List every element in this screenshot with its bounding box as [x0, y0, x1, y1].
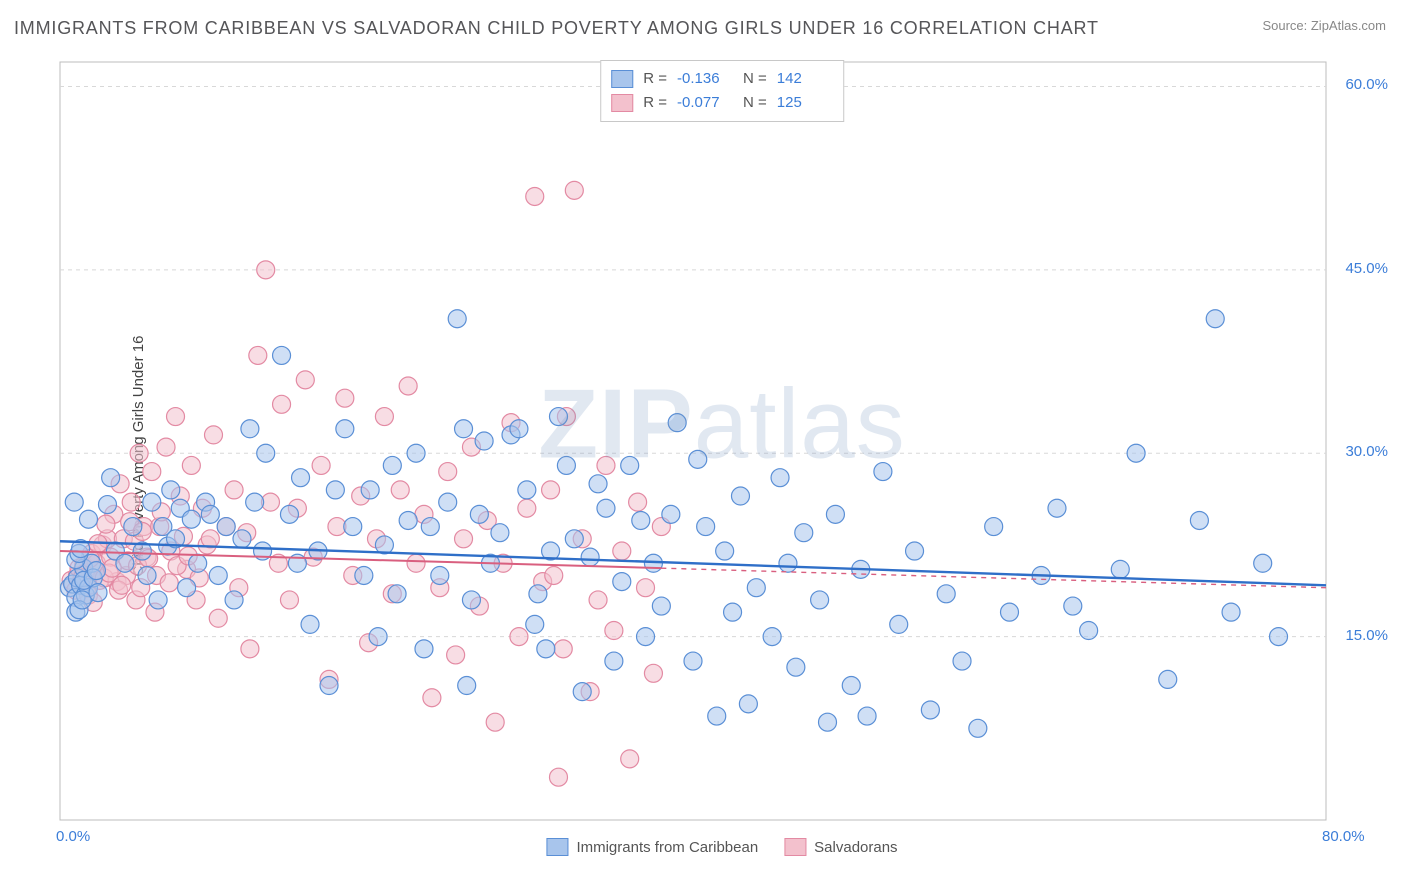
legend-swatch: [546, 838, 568, 856]
series-legend-item: Immigrants from Caribbean: [546, 838, 758, 856]
scatter-chart: [58, 56, 1386, 856]
source-link[interactable]: ZipAtlas.com: [1311, 18, 1386, 33]
legend-swatch: [611, 70, 633, 88]
series-legend-label: Immigrants from Caribbean: [576, 839, 758, 856]
corr-legend-row: R = -0.136 N = 142: [611, 67, 833, 91]
source-label: Source: ZipAtlas.com: [1262, 18, 1386, 33]
x-tick-label: 80.0%: [1322, 828, 1365, 845]
y-tick-label: 15.0%: [1345, 627, 1388, 644]
corr-r-label: R =: [643, 91, 667, 115]
y-tick-label: 30.0%: [1345, 443, 1388, 460]
y-tick-label: 45.0%: [1345, 260, 1388, 277]
chart-area: Child Poverty Among Girls Under 16 ZIPat…: [52, 56, 1392, 856]
series-legend: Immigrants from Caribbean Salvadorans: [546, 838, 897, 856]
series-legend-item: Salvadorans: [784, 838, 897, 856]
source-prefix: Source:: [1262, 18, 1310, 33]
x-tick-label: 0.0%: [56, 828, 90, 845]
legend-swatch: [784, 838, 806, 856]
corr-r-label: R =: [643, 67, 667, 91]
corr-n-value: 125: [777, 91, 833, 115]
corr-r-value: -0.136: [677, 67, 733, 91]
series-legend-label: Salvadorans: [814, 839, 897, 856]
legend-swatch: [611, 94, 633, 112]
corr-n-label: N =: [743, 91, 767, 115]
y-tick-label: 60.0%: [1345, 76, 1388, 93]
correlation-legend: R = -0.136 N = 142 R = -0.077 N = 125: [600, 60, 844, 122]
corr-n-label: N =: [743, 67, 767, 91]
corr-r-value: -0.077: [677, 91, 733, 115]
corr-legend-row: R = -0.077 N = 125: [611, 91, 833, 115]
page-title: IMMIGRANTS FROM CARIBBEAN VS SALVADORAN …: [14, 18, 1099, 39]
corr-n-value: 142: [777, 67, 833, 91]
